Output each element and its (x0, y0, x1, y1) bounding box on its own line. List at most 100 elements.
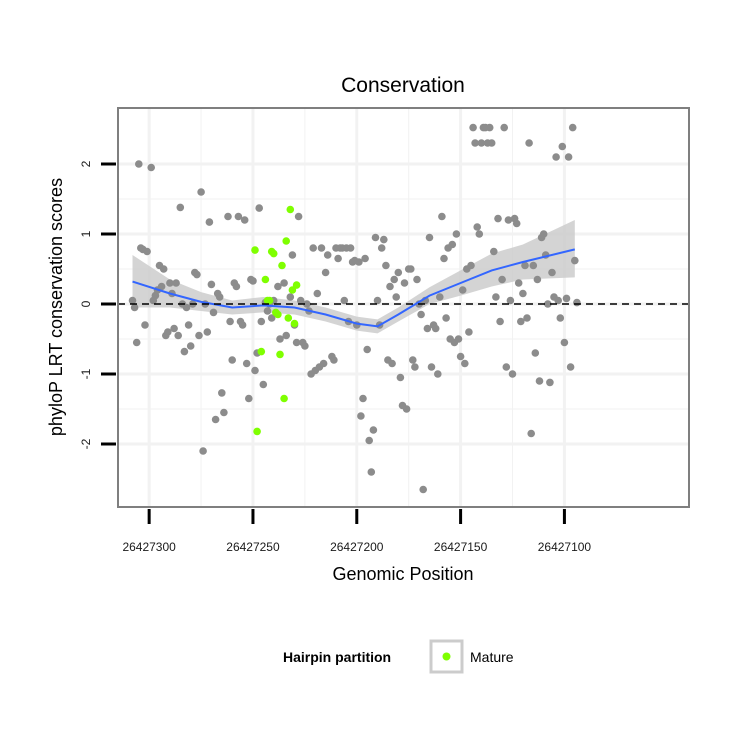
data-point-other (193, 270, 201, 279)
data-point-other (205, 218, 214, 226)
data-point-other (394, 268, 403, 277)
data-point-mature (282, 237, 291, 245)
y-tick-label: -1 (79, 368, 93, 379)
y-tick-label: -2 (79, 438, 93, 449)
data-point-other (477, 139, 486, 147)
panel-border (117, 107, 690, 508)
data-point-other (251, 366, 259, 375)
data-point-other (373, 296, 382, 305)
data-point-mature (269, 249, 278, 258)
x-tick-label: 26427100 (538, 540, 592, 554)
data-point-other (249, 277, 257, 285)
data-point-other (487, 139, 496, 147)
data-point-other (469, 123, 477, 132)
smooth-line-layer (118, 248, 689, 328)
data-point-other (461, 359, 469, 368)
data-point-other (367, 468, 376, 476)
x-tick-label: 26427300 (122, 540, 176, 554)
data-point-other (267, 314, 276, 322)
data-point-other (180, 347, 189, 356)
data-point-other (340, 296, 349, 305)
data-point-other (564, 153, 573, 161)
x-tick-label: 26427200 (330, 540, 384, 554)
data-point-other (274, 282, 282, 291)
data-point-other (390, 275, 399, 284)
data-point-other (552, 153, 560, 161)
data-point-other (203, 328, 212, 336)
data-point-other (519, 289, 527, 298)
data-point-other (400, 279, 409, 287)
data-point-other (438, 212, 446, 221)
data-point-other (546, 378, 554, 387)
x-tick-label: 26427150 (434, 540, 488, 554)
data-point-other (525, 139, 533, 147)
data-point-mature (253, 427, 261, 436)
data-point-other (286, 293, 295, 301)
points-layer (128, 123, 581, 494)
data-point-other (197, 188, 205, 196)
data-point-other (176, 203, 185, 212)
data-point-other (471, 139, 479, 147)
data-point-other (263, 307, 272, 315)
legend-key-mature-point (442, 652, 451, 661)
data-point-other (209, 308, 218, 317)
data-point-other (294, 212, 303, 221)
data-point-other (128, 296, 137, 305)
data-point-other (330, 356, 338, 364)
data-point-other (402, 405, 411, 413)
data-point-other (141, 321, 149, 329)
data-point-other (240, 216, 249, 224)
data-point-other (386, 282, 394, 291)
data-point-other (427, 363, 436, 371)
data-point-other (521, 261, 529, 270)
data-point-other (544, 300, 552, 308)
data-point-mature (286, 205, 295, 214)
data-point-other (558, 142, 567, 151)
data-point-other (434, 370, 442, 378)
y-axis-title: phyloP LRT conservation scores (46, 178, 66, 436)
data-point-mature (274, 310, 282, 319)
data-point-other (485, 123, 494, 132)
data-point-other (280, 279, 288, 287)
data-point-other (255, 204, 263, 212)
data-point-other (245, 394, 253, 403)
data-point-other (323, 251, 332, 259)
data-point-other (494, 214, 502, 223)
data-point-other (396, 373, 405, 382)
data-point-other (157, 282, 166, 291)
data-point-other (535, 377, 544, 385)
data-point-other (361, 254, 369, 263)
data-point-other (215, 293, 224, 301)
data-point-other (556, 314, 565, 322)
data-point-other (456, 352, 465, 361)
data-point-other (529, 261, 538, 270)
data-point-other (506, 296, 515, 305)
data-point-other (184, 321, 193, 329)
legend-label-mature: Mature (470, 649, 514, 665)
data-point-other (182, 303, 191, 312)
data-point-other (288, 251, 297, 259)
data-point-other (508, 370, 517, 378)
data-point-other (425, 233, 434, 242)
data-point-other (562, 294, 571, 303)
data-point-other (211, 415, 220, 424)
data-point-other (365, 436, 374, 445)
data-point-other (573, 298, 581, 307)
data-point-other (531, 349, 540, 357)
data-point-other (548, 268, 556, 277)
data-point-mature (261, 275, 270, 284)
data-point-other (242, 359, 251, 368)
data-point-other (363, 345, 372, 354)
data-point-other (523, 314, 531, 322)
data-point-other (512, 219, 521, 228)
data-point-other (504, 216, 513, 224)
data-point-other (296, 296, 305, 305)
x-axis-title: Genomic Position (332, 564, 473, 584)
data-point-other (465, 328, 473, 336)
data-point-mature (278, 261, 286, 270)
data-point-other (319, 359, 328, 368)
data-point-other (554, 296, 562, 305)
data-point-other (392, 293, 401, 301)
data-point-other (357, 412, 365, 420)
data-point-other (195, 331, 203, 340)
